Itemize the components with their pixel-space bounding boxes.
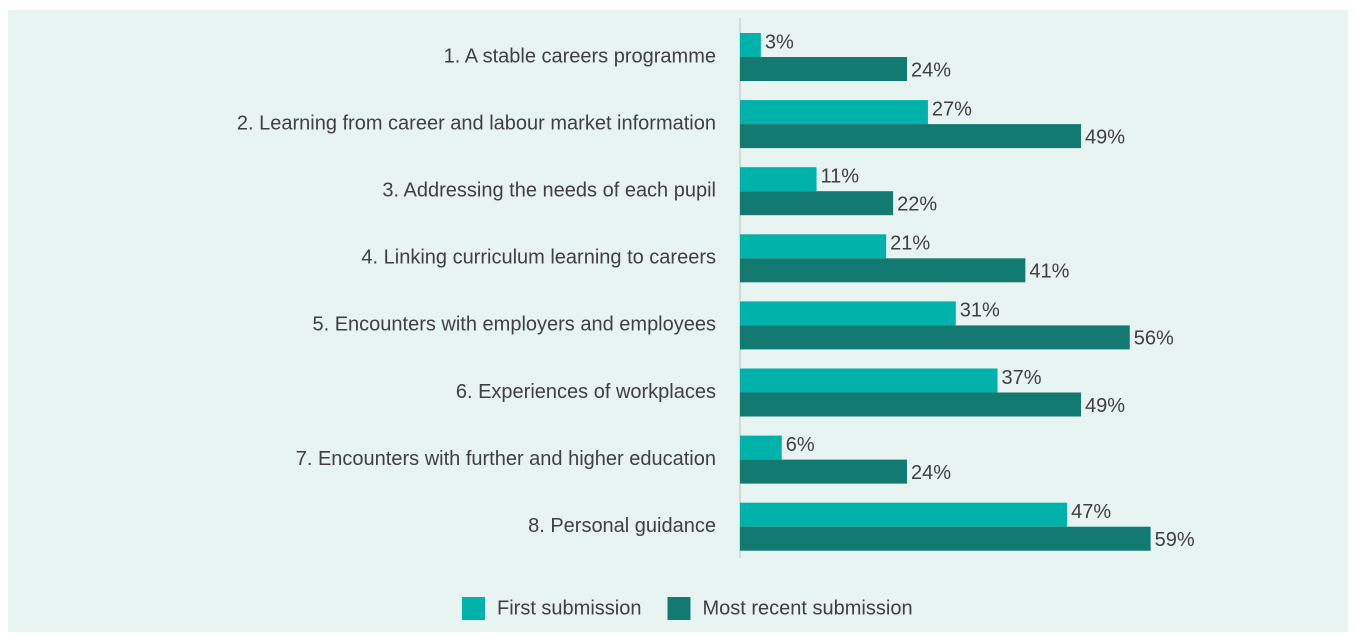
y-tick-label: 3. Addressing the needs of each pupil [382,179,716,201]
bar [740,33,761,57]
data-label: 31% [960,300,1000,322]
bar [740,301,956,326]
legend-label: Most recent submission [702,597,912,619]
data-label: 21% [890,233,930,255]
bar [740,258,1026,283]
bar [740,57,908,81]
data-label: 49% [1085,126,1125,148]
data-label: 47% [1071,501,1111,523]
bar [740,392,1082,417]
legend-swatch [462,597,485,620]
data-label: 27% [932,98,972,120]
data-label: 24% [911,462,951,484]
legend-label: First submission [497,597,641,619]
y-tick-label: 4. Linking curriculum learning to career… [361,247,716,269]
data-label: 22% [897,193,937,215]
y-tick-label: 5. Encounters with employers and employe… [312,314,716,336]
y-tick-label: 8. Personal guidance [528,515,716,537]
bar [740,191,894,216]
bar [740,435,782,460]
y-tick-label: 6. Experiences of workplaces [456,381,716,403]
bar [740,526,1151,551]
legend-swatch [667,597,691,620]
y-tick-label: 7. Encounters with further and higher ed… [296,448,716,470]
bar [740,325,1130,350]
data-label: 59% [1155,529,1195,551]
data-label: 41% [1029,261,1069,283]
bar [740,368,998,393]
data-label: 3% [765,31,794,53]
bar [740,124,1082,149]
bar [740,502,1068,527]
y-tick-label: 2. Learning from career and labour marke… [237,112,716,134]
bar [740,100,928,125]
data-label: 56% [1134,328,1174,350]
data-label: 6% [786,434,815,456]
y-tick-label: 1. A stable careers programme [444,45,716,67]
data-label: 24% [911,59,951,81]
data-label: 49% [1085,395,1125,417]
bar [740,167,817,192]
bar [740,234,887,259]
bar [740,459,908,484]
data-label: 11% [821,165,860,187]
data-label: 37% [1002,367,1042,389]
